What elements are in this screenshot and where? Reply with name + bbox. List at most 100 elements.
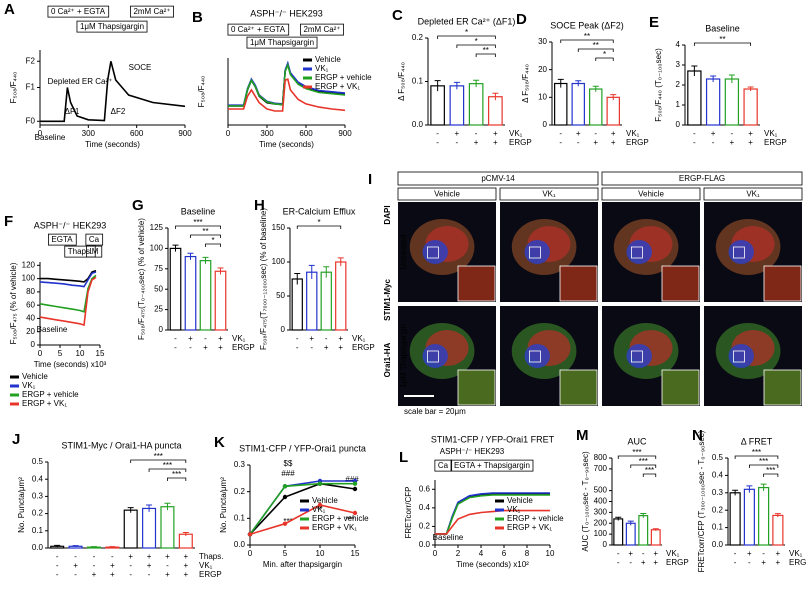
legend-label: ERGP + vehicle xyxy=(312,514,369,523)
condition-sign: + xyxy=(309,334,314,343)
y-axis-label: Δ F₅₀₈/F₄₄₀ xyxy=(521,64,530,103)
condition-sign: + xyxy=(761,558,766,567)
condition-sign: + xyxy=(73,561,78,570)
condition-sign: + xyxy=(641,558,646,567)
condition-name: VK₁ xyxy=(232,334,246,343)
roi xyxy=(426,350,439,363)
x-tick-label: 6 xyxy=(502,549,507,558)
panel-letter: I xyxy=(368,171,372,188)
x-tick-label: 600 xyxy=(130,129,144,138)
condition-sign: - xyxy=(93,552,96,561)
y-axis-label: Δ F₅₀₈/F₄₄₀ xyxy=(397,62,406,101)
condition-sign: + xyxy=(165,570,170,579)
column-label: VK₁ xyxy=(746,190,760,199)
condition-sign: - xyxy=(56,552,59,561)
bar xyxy=(554,82,568,126)
panel-letter: J xyxy=(12,431,20,448)
legend-label: VK₁ xyxy=(312,505,326,514)
y-tick-label: 0.0 xyxy=(419,540,431,549)
y-tick-label: F1 xyxy=(26,83,36,92)
condition-sign: + xyxy=(730,138,735,147)
annotation: 1μM Thapsigargin xyxy=(250,38,314,47)
group-box xyxy=(397,171,599,186)
column-label: VK₁ xyxy=(542,190,556,199)
x-tick-label: 600 xyxy=(299,129,313,138)
annotation: Baseline xyxy=(35,133,66,142)
x-tick-label: 5 xyxy=(283,549,288,558)
error-bar xyxy=(592,85,599,92)
label-box xyxy=(48,233,77,246)
condition-sign: - xyxy=(296,343,299,352)
bar xyxy=(589,88,603,126)
y-tick-label: 700 xyxy=(594,464,608,473)
bar xyxy=(724,78,740,126)
inset xyxy=(763,265,802,302)
panel-letter: H xyxy=(254,197,265,214)
bar xyxy=(142,507,157,549)
y-tick-label: F2 xyxy=(26,56,36,65)
significance-bracket xyxy=(560,39,614,43)
y-tick-label: 30 xyxy=(538,37,547,46)
error-bar xyxy=(728,74,735,83)
annotation: ΔF1 xyxy=(65,107,80,116)
y-tick-label: 40 xyxy=(26,314,35,323)
error-bar xyxy=(109,546,116,548)
chart-title: Δ FRET xyxy=(741,436,773,446)
condition-name: ERGP xyxy=(666,558,689,567)
y-tick-label: 3 xyxy=(676,60,681,69)
significance-label: *** xyxy=(163,461,172,470)
error-bar xyxy=(640,512,647,518)
condition-sign: + xyxy=(183,561,188,570)
error-bar xyxy=(710,75,717,82)
x-tick-label: 300 xyxy=(82,129,96,138)
roi xyxy=(631,246,643,259)
condition-sign: - xyxy=(166,561,169,570)
condition-sign: + xyxy=(653,549,658,558)
label-box xyxy=(76,20,148,33)
condition-sign: - xyxy=(436,138,439,147)
error-bar xyxy=(127,507,134,513)
x-axis-label: Time (seconds) x10³ xyxy=(34,360,107,369)
point xyxy=(282,494,288,500)
y-tick-label: 0.5 xyxy=(32,457,44,466)
condition-sign: - xyxy=(712,138,715,147)
condition-sign: - xyxy=(310,343,313,352)
condition-sign: + xyxy=(748,138,753,147)
condition-sign: + xyxy=(748,129,753,138)
y-tick-label: 0.6 xyxy=(419,484,431,493)
point xyxy=(352,486,358,492)
channel-label: Orai1-HA xyxy=(383,342,392,377)
y-axis-label: F₅₀₈/F₄₇₅(T₇₀₀₀₋₁₂₀₀₀sec) (% of baseline… xyxy=(259,208,268,350)
condition-sign: - xyxy=(617,558,620,567)
significance-bracket xyxy=(748,464,779,468)
label-box xyxy=(86,245,103,258)
error-bar xyxy=(732,489,739,496)
column-label: Vehicle xyxy=(434,190,460,199)
panel-letter: D xyxy=(516,11,527,28)
annotation: Ca xyxy=(89,235,100,244)
y-tick-label: 125 xyxy=(150,223,164,232)
y-tick-label: 200 xyxy=(594,518,608,527)
y-tick-label: 10 xyxy=(538,92,547,101)
significance-bracket xyxy=(595,57,614,61)
significance-label: * xyxy=(603,50,606,59)
series-line xyxy=(40,61,186,123)
legend-label: ERGP + vehicle xyxy=(507,514,564,523)
chart-title: STIM1-Myc / Orai1-HA puncta xyxy=(61,440,181,450)
y-axis-label: F₅₀₈/F₄₄₀ xyxy=(9,72,18,104)
significance-bracket xyxy=(437,35,496,39)
condition-sign: + xyxy=(747,549,752,558)
label-box xyxy=(64,245,96,258)
bar xyxy=(488,96,503,126)
y-tick-label: 0.1 xyxy=(712,523,724,532)
series-line xyxy=(228,77,346,112)
significance-label: ** xyxy=(202,227,208,236)
annotation: *** xyxy=(313,505,322,514)
significance-label: * xyxy=(465,28,468,37)
annotation: $$ xyxy=(284,459,293,468)
error-bar xyxy=(217,267,224,275)
chart-title: ASPH⁻/⁻ HEK293 xyxy=(34,220,107,230)
condition-sign: - xyxy=(762,549,765,558)
y-axis-label: FRETcorr/CFP (T₃₀₀₋₁₀₀₀sec - T₀₋₉₀sec) xyxy=(697,430,706,572)
y-tick-label: 0 xyxy=(676,120,681,129)
